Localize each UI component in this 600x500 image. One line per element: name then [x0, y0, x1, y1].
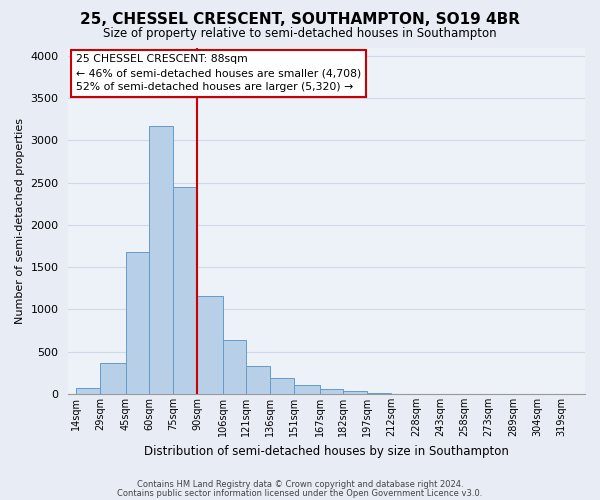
Y-axis label: Number of semi-detached properties: Number of semi-detached properties — [15, 118, 25, 324]
Bar — [294, 384, 320, 394]
Bar — [125, 252, 149, 394]
Bar — [247, 366, 270, 394]
Text: 25 CHESSEL CRESCENT: 88sqm
← 46% of semi-detached houses are smaller (4,708)
52%: 25 CHESSEL CRESCENT: 88sqm ← 46% of semi… — [76, 54, 361, 92]
Bar — [149, 126, 173, 394]
Bar — [343, 392, 367, 394]
Bar — [197, 296, 223, 394]
Bar — [320, 389, 343, 394]
Bar — [100, 362, 125, 394]
Text: Size of property relative to semi-detached houses in Southampton: Size of property relative to semi-detach… — [103, 28, 497, 40]
X-axis label: Distribution of semi-detached houses by size in Southampton: Distribution of semi-detached houses by … — [144, 444, 509, 458]
Bar — [173, 187, 197, 394]
Bar — [223, 340, 247, 394]
Bar — [367, 392, 391, 394]
Bar — [270, 378, 294, 394]
Bar — [76, 388, 100, 394]
Text: Contains public sector information licensed under the Open Government Licence v3: Contains public sector information licen… — [118, 488, 482, 498]
Text: Contains HM Land Registry data © Crown copyright and database right 2024.: Contains HM Land Registry data © Crown c… — [137, 480, 463, 489]
Text: 25, CHESSEL CRESCENT, SOUTHAMPTON, SO19 4BR: 25, CHESSEL CRESCENT, SOUTHAMPTON, SO19 … — [80, 12, 520, 28]
